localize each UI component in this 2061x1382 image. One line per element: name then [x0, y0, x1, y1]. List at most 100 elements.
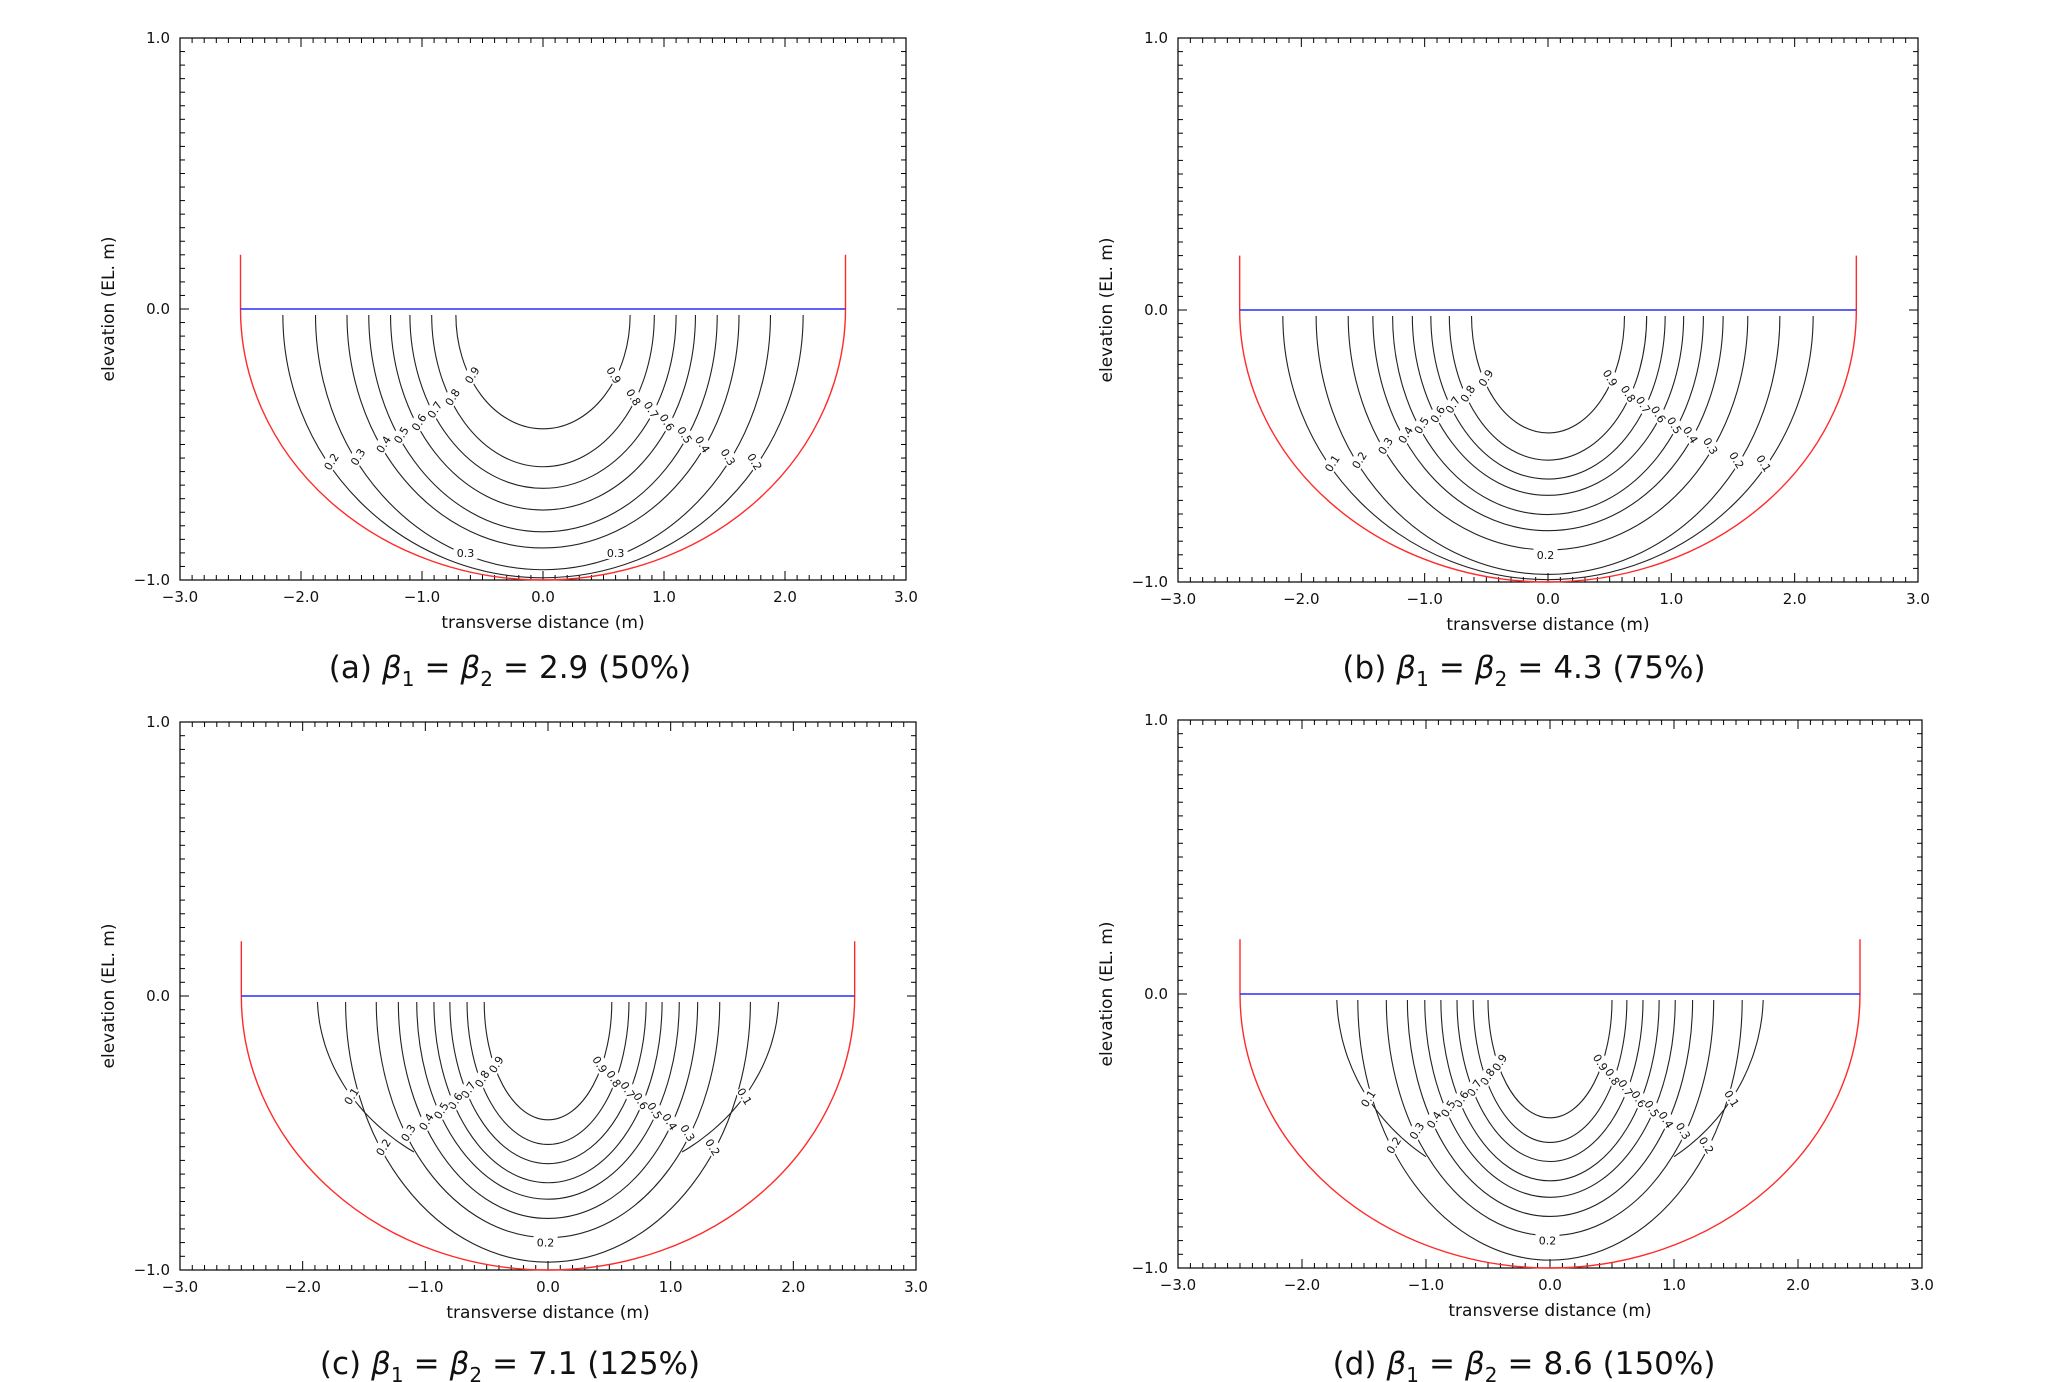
x-tick-label: 2.0: [781, 1278, 805, 1296]
channel-boundary: [239, 254, 847, 581]
y-tick-label: 0.0: [1144, 985, 1168, 1003]
contour-label-bg: [1673, 1119, 1694, 1142]
contour-label-bg: [659, 1110, 681, 1133]
caption-prefix: (c): [320, 1346, 361, 1382]
contour-label-bg: [1406, 1119, 1427, 1142]
x-tick-label: −1.0: [1406, 590, 1442, 608]
contour-label-bg: [340, 1084, 362, 1108]
x-tick-label: 1.0: [1659, 590, 1683, 608]
x-axis-label: transverse distance (m): [1446, 615, 1649, 635]
x-tick-label: 3.0: [904, 1278, 928, 1296]
caption-value: 4.3 (75%): [1553, 650, 1705, 686]
contour-line-0.9: [483, 1001, 613, 1121]
x-tick-label: 1.0: [652, 588, 676, 606]
caption-equals: =: [492, 1346, 518, 1382]
caption-equals: =: [503, 650, 529, 686]
x-axis-label: transverse distance (m): [1448, 1301, 1651, 1321]
contour-line-0.2: [345, 1001, 751, 1263]
contour-line-0.2: [282, 314, 804, 579]
contour-label-bg: [1321, 451, 1343, 475]
panel-a: −3.0 −2.0 −1.0 0.0 1.0 2.0 3.0 −1.0 0.0 1.0 transv…: [99, 29, 918, 691]
channel-boundary: [1239, 939, 1861, 1269]
contour-label-bg: [415, 1110, 437, 1133]
caption-subscript: 2: [1495, 667, 1508, 691]
y-axis-label: elevation (EL. m): [1097, 238, 1117, 383]
caption-equals: =: [1439, 650, 1465, 686]
contour-label-bg: [423, 398, 445, 421]
contour-label: 0.1: [1753, 453, 1773, 475]
caption-value: 7.1 (125%): [528, 1346, 700, 1382]
contour-label-bg: [1656, 1108, 1677, 1131]
contour-label-bg: [1726, 448, 1748, 471]
contour-label-bg: [744, 450, 766, 473]
panel-d: −3.0 −2.0 −1.0 0.0 1.0 2.0 3.0 −1.0 0.0 1.0 transv…: [1097, 711, 1934, 1382]
contour-line-0.8: [466, 1001, 630, 1145]
contour-label-bg: [692, 433, 714, 456]
contour-label-bg: [641, 398, 663, 421]
x-tick-label: 2.0: [1786, 1276, 1810, 1294]
panel-caption: (a) β1 = β2 = 2.9 (50%): [329, 650, 691, 691]
contour-label-bg: [623, 385, 645, 408]
x-tick-label: −3.0: [162, 588, 198, 606]
contour-label-bg: [390, 423, 412, 446]
contour-line-0.6: [1411, 315, 1685, 496]
caption-equals: =: [1429, 1346, 1455, 1382]
caption-beta-1: β: [1395, 650, 1416, 686]
contour-label-bg: [1721, 1087, 1743, 1110]
contour-label-bg: [734, 1084, 756, 1108]
contour-bottom-label: 0.3: [607, 547, 625, 560]
x-tick-label: −1.0: [407, 1278, 443, 1296]
caption-beta-1: β: [1385, 1346, 1406, 1382]
contour-label-bg: [1648, 402, 1670, 426]
contour-label-bg: [590, 1053, 611, 1076]
contour-line-0.1: [1336, 999, 1764, 1158]
contour-label-bg: [1394, 423, 1416, 446]
contour-label: 0.9: [1600, 367, 1620, 389]
contour-label-bg: [1456, 382, 1478, 405]
contour-line-0.8: [1448, 315, 1648, 461]
contour-label: 0.3: [348, 446, 368, 468]
contour-label-bg: [372, 433, 394, 456]
x-tick-label: 0.0: [1536, 590, 1560, 608]
contour-bottom-label: 0.2: [1539, 1235, 1557, 1248]
contour-label-bg: [674, 423, 696, 446]
contour-label-bg: [441, 385, 463, 408]
contour-label-bg: [1618, 382, 1640, 405]
x-tick-label: −2.0: [1283, 590, 1319, 608]
caption-beta-2: β: [459, 650, 480, 686]
contour-label: 0.9: [486, 1054, 506, 1076]
contour-label-bg: [1642, 1097, 1663, 1120]
contour-line-0.9: [455, 314, 631, 430]
channel-boundary: [240, 941, 856, 1271]
contour-line-0.2: [1357, 999, 1743, 1261]
contour-label-bg: [1535, 1232, 1560, 1247]
contour-bottom-label: 0.2: [1537, 549, 1555, 562]
y-tick-label: 1.0: [146, 29, 170, 47]
contour-label-bg: [702, 1135, 724, 1159]
contour-label-bg: [1533, 546, 1558, 561]
contour-line-0.5: [416, 1001, 680, 1200]
contour-label-bg: [1423, 1108, 1444, 1131]
contour-line-0.7: [1430, 315, 1666, 480]
panel-b: −3.0 −2.0 −1.0 0.0 1.0 2.0 3.0 −1.0 0.0 1.0 transv…: [1097, 29, 1930, 691]
x-tick-label: −2.0: [284, 1278, 320, 1296]
caption-beta-1: β: [370, 1346, 391, 1382]
caption-equals: =: [414, 1346, 440, 1382]
contour-label-bg: [453, 544, 478, 559]
caption-subscript: 2: [480, 667, 493, 691]
contour-label: 0.4: [692, 434, 712, 456]
contour-label-bg: [1753, 451, 1775, 475]
caption-beta-1: β: [381, 650, 402, 686]
y-axis-label: elevation (EL. m): [99, 924, 119, 1069]
contour-line-0.7: [409, 314, 677, 489]
contour-label-bg: [1357, 1087, 1379, 1110]
y-tick-label: −1.0: [134, 1261, 170, 1279]
x-axis-label: transverse distance (m): [441, 613, 644, 633]
y-tick-label: 0.0: [146, 987, 170, 1005]
x-tick-label: −2.0: [283, 588, 319, 606]
y-tick-label: −1.0: [1132, 573, 1168, 591]
panel-c: −3.0 −2.0 −1.0 0.0 1.0 2.0 3.0 −1.0 0.0 1.0 transv…: [99, 713, 928, 1382]
contour-label: 0.1: [1358, 1088, 1378, 1110]
x-tick-label: 0.0: [1538, 1276, 1562, 1294]
